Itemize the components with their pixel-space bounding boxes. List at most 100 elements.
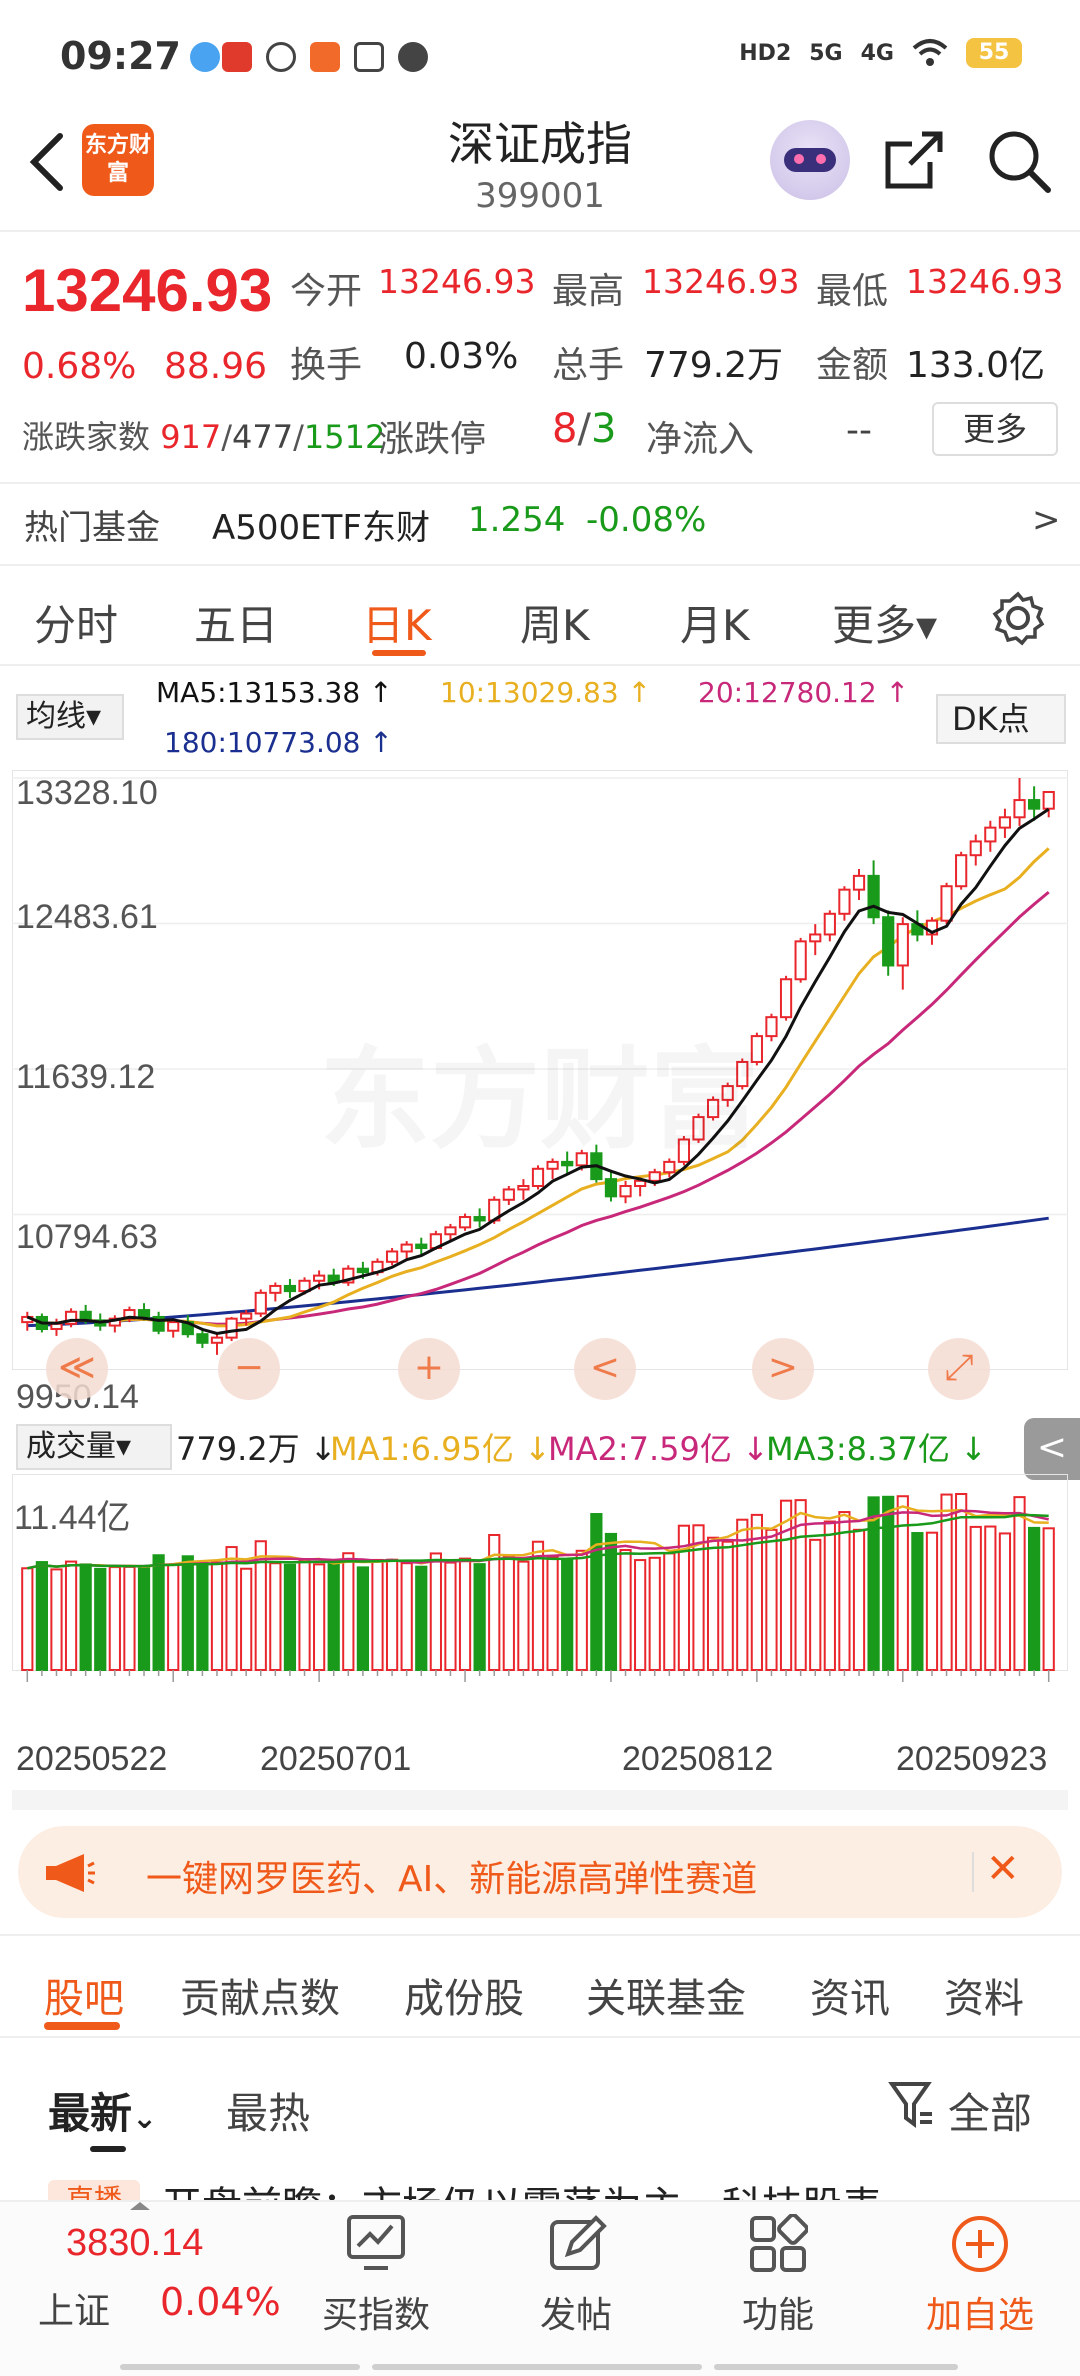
- tab-monthly-k[interactable]: 月K: [680, 601, 750, 650]
- vol-ma1: MA1:6.95亿 ↓: [330, 1430, 551, 1468]
- share-icon[interactable]: [882, 128, 946, 192]
- add-watchlist-icon[interactable]: [950, 2214, 1010, 2274]
- price-axis-label: 12483.61: [16, 898, 158, 936]
- tab-guba[interactable]: 股吧: [44, 1976, 124, 2022]
- low-value: 13246.93: [906, 262, 1064, 301]
- megaphone-icon: [46, 1854, 95, 1892]
- function-button[interactable]: 功能: [742, 2295, 815, 2336]
- candle: [502, 1186, 515, 1205]
- candle-body: [765, 1016, 778, 1038]
- promo-banner[interactable]: [18, 1826, 1062, 1918]
- volume-bar: [779, 1499, 793, 1672]
- tab-news[interactable]: 资讯: [810, 1976, 890, 2022]
- volume-chart[interactable]: [12, 1474, 1068, 1734]
- chevron-down-icon: ⌄: [132, 2101, 158, 2136]
- candle-body: [137, 1309, 151, 1318]
- volume-bar: [94, 1567, 107, 1671]
- chart-trade-icon[interactable]: [346, 2214, 406, 2274]
- bottom-index-value[interactable]: 3830.14: [66, 2222, 204, 2264]
- volume-bar: [809, 1538, 822, 1672]
- more-quote-button[interactable]: 更多: [932, 402, 1058, 456]
- dk-point-button[interactable]: DK点: [936, 694, 1066, 744]
- close-banner-icon[interactable]: ✕: [986, 1846, 1020, 1892]
- volume-bar: [634, 1559, 647, 1671]
- volume-bar: [925, 1531, 939, 1671]
- volume-indicator-selector[interactable]: 成交量▾: [16, 1424, 172, 1470]
- scroll-left-button[interactable]: <: [574, 1338, 636, 1400]
- grid-function-icon[interactable]: [748, 2214, 808, 2274]
- candle: [867, 860, 880, 925]
- filter-all[interactable]: 全部: [948, 2089, 1033, 2138]
- amount-value: 133.0亿: [906, 345, 1046, 386]
- turnover-value: 0.03%: [404, 336, 519, 377]
- volume-bar: [269, 1562, 282, 1671]
- tab-weekly-k[interactable]: 周K: [520, 601, 590, 650]
- candle-body: [867, 874, 880, 919]
- active-tab-indicator: [372, 650, 426, 656]
- amount-label: 金额: [816, 345, 889, 386]
- promo-text: 一键网罗医药、AI、新能源高弹性赛道: [146, 1859, 758, 1900]
- limit-sep: /: [577, 406, 591, 452]
- price-axis-label: 11639.12: [16, 1058, 156, 1096]
- banner-separator: [972, 1852, 974, 1892]
- back-icon[interactable]: [22, 130, 72, 194]
- buy-index-button[interactable]: 买指数: [322, 2295, 431, 2336]
- candle-body: [400, 1243, 413, 1253]
- tab-daily-k[interactable]: 日K: [362, 601, 432, 650]
- tab-five-day[interactable]: 五日: [194, 601, 279, 650]
- ai-assistant-icon[interactable]: [770, 120, 850, 200]
- tab-more[interactable]: 更多▾: [832, 601, 938, 650]
- candle: [809, 924, 822, 956]
- sort-latest[interactable]: 最新⌄: [48, 2080, 157, 2141]
- fullscreen-button[interactable]: ⤢: [928, 1338, 990, 1400]
- date-axis-label: 20250923: [896, 1740, 1048, 1778]
- candle-body: [254, 1291, 267, 1315]
- edit-post-icon[interactable]: [548, 2214, 608, 2274]
- candle: [750, 1032, 763, 1066]
- add-watchlist-button[interactable]: 加自选: [926, 2295, 1035, 2336]
- change-value: 88.96: [164, 346, 268, 387]
- candle: [1013, 778, 1026, 826]
- candle: [969, 834, 982, 866]
- zoom-in-button[interactable]: +: [398, 1338, 460, 1400]
- filter-icon[interactable]: [888, 2080, 934, 2130]
- collapse-panel-button[interactable]: <: [1024, 1418, 1080, 1480]
- wifi-icon: [912, 39, 948, 66]
- hot-fund-row[interactable]: 热门基金 A500ETF东财 1.254 -0.08% >: [0, 486, 1080, 562]
- chat-status-icon: [190, 42, 220, 72]
- tab-constituents[interactable]: 成份股: [404, 1976, 524, 2022]
- search-icon[interactable]: [986, 128, 1052, 194]
- tab-intraday[interactable]: 分时: [34, 601, 119, 650]
- volume-bar: [531, 1540, 545, 1671]
- candle: [167, 1320, 180, 1338]
- kline-chart[interactable]: [12, 770, 1068, 1370]
- post-button[interactable]: 发帖: [540, 2295, 613, 2336]
- section-tab-indicator: [44, 2022, 120, 2030]
- candle-body: [575, 1152, 588, 1167]
- candle: [998, 808, 1012, 838]
- candle-body: [210, 1336, 224, 1344]
- high-value: 13246.93: [642, 262, 800, 301]
- scroll-start-button[interactable]: ≪: [46, 1338, 108, 1400]
- candle-body: [896, 923, 909, 967]
- ma-selector[interactable]: 均线▾: [16, 694, 124, 740]
- app-status-icon: [222, 42, 252, 72]
- tab-related-funds[interactable]: 关联基金: [586, 1976, 746, 2022]
- volume-bar: [327, 1563, 340, 1671]
- candle-body: [502, 1188, 515, 1201]
- sort-hottest[interactable]: 最热: [226, 2089, 311, 2138]
- tab-contribution[interactable]: 贡献点数: [180, 1976, 340, 2022]
- hot-fund-price: 1.254: [468, 500, 566, 540]
- tab-profile[interactable]: 资料: [944, 1976, 1024, 2022]
- scroll-right-button[interactable]: >: [752, 1338, 814, 1400]
- candle-body: [955, 854, 968, 888]
- vol-ma2: MA2:7.59亿 ↓: [548, 1430, 769, 1468]
- volume-bar: [21, 1567, 34, 1671]
- candle-body: [356, 1267, 370, 1274]
- zoom-out-button[interactable]: −: [218, 1338, 280, 1400]
- settings-gear-icon[interactable]: [990, 590, 1046, 646]
- candle: [1042, 790, 1055, 818]
- hot-fund-name: A500ETF东财: [212, 508, 430, 548]
- netflow-label: 净流入: [646, 419, 755, 460]
- candle: [152, 1311, 165, 1335]
